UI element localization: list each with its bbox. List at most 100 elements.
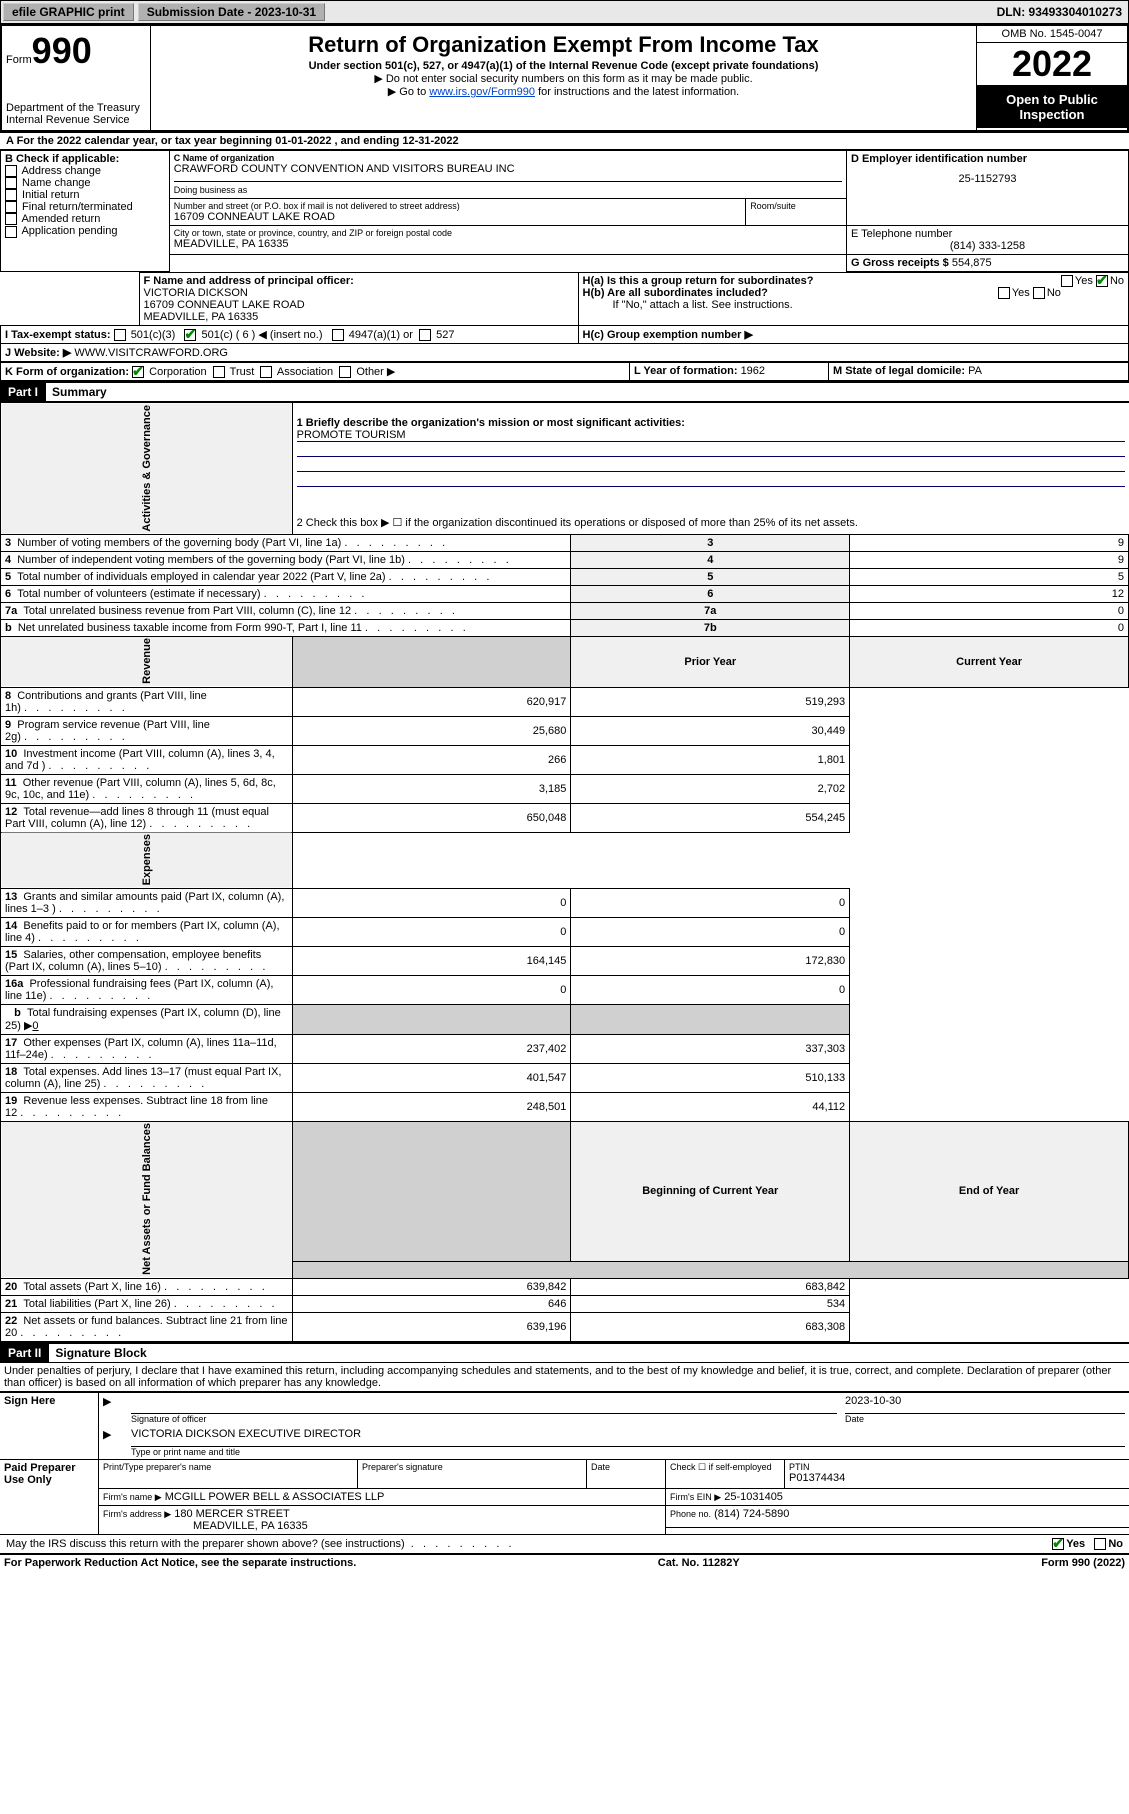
box-d-label: D Employer identification number xyxy=(851,153,1124,165)
sign-here-block: Sign Here ▶ Signature of officer 2023-10… xyxy=(0,1391,1129,1459)
page-footer: For Paperwork Reduction Act Notice, see … xyxy=(0,1553,1129,1571)
ein-value: 25-1152793 xyxy=(851,165,1124,193)
k-other-checkbox[interactable] xyxy=(339,366,351,378)
website-value: WWW.VISITCRAWFORD.ORG xyxy=(74,347,228,359)
dept-treasury: Department of the Treasury xyxy=(6,102,146,114)
dba-label: Doing business as xyxy=(174,185,248,195)
summary-row: 16a Professional fundraising fees (Part … xyxy=(1,975,1129,1004)
box-b-checkbox[interactable] xyxy=(5,226,17,238)
summary-row: 18 Total expenses. Add lines 13–17 (must… xyxy=(1,1063,1129,1092)
box-b-checkbox[interactable] xyxy=(5,165,17,177)
top-bar: efile GRAPHIC print Submission Date - 20… xyxy=(0,0,1129,24)
h-c: H(c) Group exemption number ▶ xyxy=(583,329,753,341)
form-header: Form990 Department of the Treasury Inter… xyxy=(0,24,1129,132)
ptin-label: PTIN xyxy=(789,1462,1125,1472)
current-year-hdr: Current Year xyxy=(850,636,1129,687)
k-corp-checkbox[interactable] xyxy=(132,366,144,378)
preparer-sig-label: Preparer's signature xyxy=(362,1462,582,1472)
firm-phone-label: Phone no. xyxy=(670,1509,711,1519)
summary-row: 19 Revenue less expenses. Subtract line … xyxy=(1,1092,1129,1121)
box-b-item: Application pending xyxy=(5,225,165,237)
box-b-item: Address change xyxy=(5,165,165,177)
entity-info-block: B Check if applicable: Address change Na… xyxy=(0,150,1129,272)
box-k-label: K Form of organization: xyxy=(5,366,129,378)
i-4947-checkbox[interactable] xyxy=(332,329,344,341)
box-b-item: Final return/terminated xyxy=(5,201,165,213)
efile-print-button[interactable]: efile GRAPHIC print xyxy=(3,3,134,21)
sig-officer-label: Signature of officer xyxy=(131,1414,837,1424)
ha-yes-checkbox[interactable] xyxy=(1061,275,1073,287)
line-16b: b Total fundraising expenses (Part IX, c… xyxy=(1,1004,1129,1034)
h-a: H(a) Is this a group return for subordin… xyxy=(583,275,1125,287)
side-governance: Activities & Governance xyxy=(1,403,293,535)
box-b-checkbox[interactable] xyxy=(5,177,17,189)
summary-row: 8 Contributions and grants (Part VIII, l… xyxy=(1,687,1129,716)
officer-printed-name: VICTORIA DICKSON EXECUTIVE DIRECTOR xyxy=(131,1428,1125,1447)
box-i-label: I Tax-exempt status: xyxy=(5,329,111,341)
penalty-text: Under penalties of perjury, I declare th… xyxy=(0,1363,1129,1391)
firm-name: MCGILL POWER BELL & ASSOCIATES LLP xyxy=(165,1491,385,1503)
gross-receipts: 554,875 xyxy=(952,257,992,269)
side-expenses: Expenses xyxy=(1,832,293,888)
paid-preparer-label: Paid Preparer Use Only xyxy=(0,1459,99,1534)
i-501c3-checkbox[interactable] xyxy=(114,329,126,341)
h-b-note: If "No," attach a list. See instructions… xyxy=(583,299,1125,311)
k-trust-checkbox[interactable] xyxy=(213,366,225,378)
irs-link[interactable]: www.irs.gov/Form990 xyxy=(429,86,535,98)
self-employed-label: Check ☐ if self-employed xyxy=(670,1462,780,1473)
discuss-row: May the IRS discuss this return with the… xyxy=(0,1534,1129,1553)
i-527-checkbox[interactable] xyxy=(419,329,431,341)
dln-label: DLN: 93493304010273 xyxy=(991,3,1128,21)
summary-row: 9 Program service revenue (Part VIII, li… xyxy=(1,716,1129,745)
i-501c-checkbox[interactable] xyxy=(184,329,196,341)
box-b-checkbox[interactable] xyxy=(5,189,17,201)
begin-year-hdr: Beginning of Current Year xyxy=(571,1121,850,1261)
paid-preparer-block: Paid Preparer Use Only Print/Type prepar… xyxy=(0,1459,1129,1534)
klm-block: K Form of organization: Corporation Trus… xyxy=(0,362,1129,381)
tax-year: 2022 xyxy=(977,43,1127,86)
org-name: CRAWFORD COUNTY CONVENTION AND VISITORS … xyxy=(174,163,842,175)
box-b-checkbox[interactable] xyxy=(5,201,17,213)
omb-number: OMB No. 1545-0047 xyxy=(977,26,1127,43)
open-to-public: Open to Public Inspection xyxy=(977,86,1127,128)
box-m-label: M State of legal domicile: xyxy=(833,365,968,377)
firm-addr2: MEADVILLE, PA 16335 xyxy=(103,1520,661,1532)
name-title-label: Type or print name and title xyxy=(131,1447,1125,1457)
summary-table: Activities & Governance 1 Briefly descri… xyxy=(0,402,1129,1342)
prior-year-hdr: Prior Year xyxy=(571,636,850,687)
box-b-checkbox[interactable] xyxy=(5,213,17,225)
form-subtitle-3: ▶ Go to www.irs.gov/Form990 for instruct… xyxy=(155,85,972,98)
officer-group-block: F Name and address of principal officer:… xyxy=(0,272,1129,362)
box-g-label: G Gross receipts $ xyxy=(851,257,949,269)
k-assoc-checkbox[interactable] xyxy=(260,366,272,378)
part-ii-header: Part IISignature Block xyxy=(0,1342,1129,1363)
hb-no-checkbox[interactable] xyxy=(1033,287,1045,299)
officer-addr1: 16709 CONNEAUT LAKE ROAD xyxy=(144,299,574,311)
city-label: City or town, state or province, country… xyxy=(174,228,842,238)
summary-row: 12 Total revenue—add lines 8 through 11 … xyxy=(1,803,1129,832)
irs-label: Internal Revenue Service xyxy=(6,114,146,126)
hb-yes-checkbox[interactable] xyxy=(998,287,1010,299)
sig-date-label: Date xyxy=(845,1414,1125,1424)
summary-row: 5 Total number of individuals employed i… xyxy=(1,568,1129,585)
firm-ein: 25-1031405 xyxy=(724,1491,783,1503)
summary-row: b Net unrelated business taxable income … xyxy=(1,619,1129,636)
firm-phone: (814) 724-5890 xyxy=(714,1508,789,1520)
summary-row: 22 Net assets or fund balances. Subtract… xyxy=(1,1312,1129,1341)
box-b-item: Initial return xyxy=(5,189,165,201)
box-j-label: J Website: ▶ xyxy=(5,347,71,359)
row-a-tax-year: A For the 2022 calendar year, or tax yea… xyxy=(0,132,1129,150)
ha-no-checkbox[interactable] xyxy=(1096,275,1108,287)
firm-name-label: Firm's name ▶ xyxy=(103,1492,162,1502)
officer-name: VICTORIA DICKSON xyxy=(144,287,574,299)
submission-date-button[interactable]: Submission Date - 2023-10-31 xyxy=(138,3,325,21)
form-number: Form990 xyxy=(6,30,146,72)
summary-row: 20 Total assets (Part X, line 16)639,842… xyxy=(1,1278,1129,1295)
form-footer: Form 990 (2022) xyxy=(1041,1557,1125,1569)
cat-no: Cat. No. 11282Y xyxy=(658,1557,740,1569)
discuss-no-checkbox[interactable] xyxy=(1094,1538,1106,1550)
form-subtitle-2: ▶ Do not enter social security numbers o… xyxy=(155,72,972,85)
line2: 2 Check this box ▶ ☐ if the organization… xyxy=(292,511,1128,534)
box-l-label: L Year of formation: xyxy=(634,365,741,377)
discuss-yes-checkbox[interactable] xyxy=(1052,1538,1064,1550)
